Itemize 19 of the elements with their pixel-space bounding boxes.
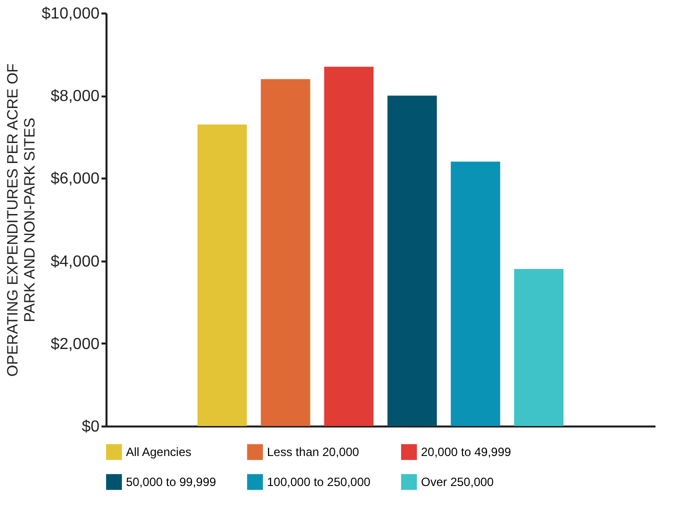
y-tick-label: $8,000 — [50, 88, 100, 106]
y-tick-label: $0 — [82, 418, 100, 436]
y-tick-label: $6,000 — [50, 170, 100, 188]
bar — [514, 269, 564, 426]
bar — [387, 96, 437, 426]
bar — [260, 79, 310, 426]
legend-label: 20,000 to 49,999 — [421, 445, 512, 460]
bar — [324, 66, 374, 426]
legend-label: 100,000 to 250,000 — [267, 475, 371, 489]
bar — [450, 162, 500, 426]
y-axis-title: OPERATING EXPENDITURES PER ACRE OF PARK AND NON-PARK SITES — [4, 63, 39, 377]
y-tick-label: $2,000 — [50, 336, 100, 353]
y-tick-label: $10,000 — [42, 6, 100, 22]
legend-label: All Agencies — [126, 445, 192, 460]
bar — [198, 124, 247, 426]
legend-label: Less than 20,000 — [267, 445, 360, 460]
legend-label: Over 250,000 — [421, 475, 494, 489]
y-tick-label: $4,000 — [50, 253, 100, 270]
legend-label: 50,000 to 99,999 — [126, 475, 216, 489]
